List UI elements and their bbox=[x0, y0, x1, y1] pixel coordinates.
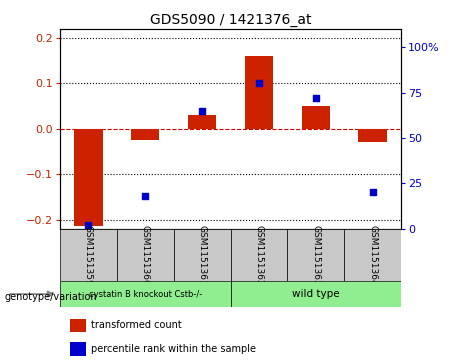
Point bbox=[198, 108, 206, 114]
Point bbox=[369, 189, 376, 195]
Point bbox=[85, 222, 92, 228]
Point bbox=[255, 81, 263, 86]
Bar bbox=[287, 229, 344, 281]
Text: GSM1151359: GSM1151359 bbox=[84, 225, 93, 285]
Text: GSM1151361: GSM1151361 bbox=[198, 225, 207, 285]
Text: GSM1151362: GSM1151362 bbox=[254, 225, 263, 285]
Text: percentile rank within the sample: percentile rank within the sample bbox=[91, 344, 256, 354]
Bar bbox=[344, 229, 401, 281]
Text: GSM1151360: GSM1151360 bbox=[141, 225, 150, 285]
Text: genotype/variation: genotype/variation bbox=[5, 291, 97, 302]
Bar bbox=[230, 281, 401, 307]
Text: GSM1151364: GSM1151364 bbox=[368, 225, 377, 285]
Bar bbox=[117, 229, 174, 281]
Text: wild type: wild type bbox=[292, 289, 340, 299]
Bar bbox=[245, 56, 273, 129]
Bar bbox=[131, 129, 160, 140]
Bar bbox=[358, 129, 387, 142]
Bar bbox=[60, 229, 117, 281]
Bar bbox=[70, 342, 85, 355]
Bar bbox=[230, 229, 287, 281]
Bar bbox=[60, 281, 230, 307]
Bar bbox=[74, 129, 102, 227]
Point bbox=[142, 193, 149, 199]
Bar bbox=[70, 319, 85, 332]
Text: cystatin B knockout Cstb-/-: cystatin B knockout Cstb-/- bbox=[89, 290, 202, 298]
Text: GSM1151363: GSM1151363 bbox=[311, 225, 320, 285]
Bar bbox=[301, 106, 330, 129]
Text: transformed count: transformed count bbox=[91, 320, 181, 330]
Bar bbox=[188, 115, 216, 129]
Title: GDS5090 / 1421376_at: GDS5090 / 1421376_at bbox=[150, 13, 311, 26]
Point bbox=[312, 95, 319, 101]
Bar bbox=[174, 229, 230, 281]
